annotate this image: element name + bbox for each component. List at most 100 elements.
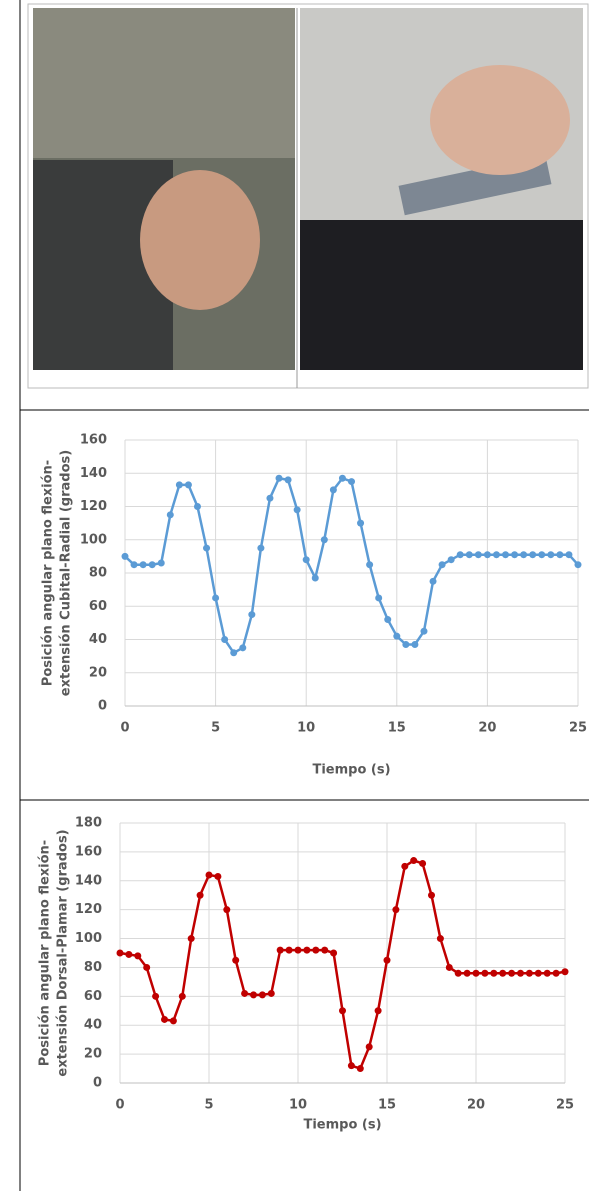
data-point	[428, 891, 435, 899]
data-point	[384, 616, 392, 624]
data-point	[121, 552, 129, 560]
data-point	[184, 481, 192, 489]
data-point	[490, 969, 498, 977]
x-tick-label: 5	[204, 1098, 213, 1113]
data-line	[124, 476, 579, 655]
y-tick-label: 20	[89, 665, 107, 680]
photo-arm	[140, 170, 260, 310]
data-point	[169, 1017, 177, 1025]
data-point	[157, 559, 165, 567]
data-point	[134, 952, 142, 960]
y-tick-label: 60	[84, 989, 102, 1004]
data-point	[552, 969, 560, 977]
data-point	[454, 969, 462, 977]
data-point	[230, 649, 238, 657]
y-axis-label: extensión Dorsal-Plamar (grados)	[56, 829, 71, 1076]
data-point	[429, 577, 437, 585]
y-tick-label: 140	[80, 466, 107, 481]
y-tick-label: 0	[93, 1076, 102, 1091]
data-point	[257, 544, 265, 552]
data-point	[543, 969, 551, 977]
y-tick-label: 160	[80, 433, 107, 448]
data-point	[139, 561, 147, 569]
data-point	[320, 536, 328, 544]
data-point	[499, 969, 507, 977]
x-tick-label: 5	[211, 721, 220, 736]
data-point	[239, 644, 247, 652]
data-point	[241, 989, 249, 997]
x-tick-label: 10	[289, 1098, 307, 1113]
data-point	[196, 891, 204, 899]
data-point	[525, 969, 533, 977]
data-point	[221, 636, 229, 643]
y-tick-label: 0	[98, 699, 107, 714]
data-point	[410, 857, 418, 865]
data-point	[250, 991, 257, 999]
data-point	[116, 949, 124, 957]
data-point	[456, 551, 464, 559]
data-point	[465, 551, 473, 559]
data-point	[356, 1065, 364, 1073]
y-tick-label: 80	[84, 960, 102, 975]
data-point	[347, 1062, 355, 1070]
data-point	[383, 956, 391, 964]
data-point	[303, 946, 311, 954]
data-point	[166, 511, 174, 519]
data-point	[125, 950, 133, 958]
data-point	[436, 935, 444, 943]
x-axis-label: Tiempo (s)	[303, 1118, 381, 1133]
data-point	[203, 544, 211, 552]
y-tick-label: 60	[89, 599, 107, 614]
data-point	[275, 474, 283, 482]
data-point	[565, 551, 573, 559]
data-point	[187, 935, 195, 943]
data-point	[447, 556, 455, 564]
x-tick-label: 25	[569, 721, 587, 736]
data-point	[311, 574, 319, 582]
data-point	[161, 1015, 168, 1023]
data-point	[232, 956, 240, 964]
data-point	[348, 478, 355, 486]
data-point	[293, 506, 301, 514]
y-tick-label: 160	[75, 844, 102, 859]
data-point	[463, 969, 471, 977]
x-tick-label: 0	[115, 1098, 124, 1113]
data-point	[212, 594, 220, 602]
data-point	[392, 906, 400, 914]
data-point	[321, 946, 329, 954]
data-point	[285, 946, 293, 954]
data-point	[214, 872, 222, 880]
data-point	[511, 551, 519, 559]
data-point	[130, 561, 138, 569]
x-tick-label: 10	[297, 721, 315, 736]
y-tick-label: 100	[80, 532, 107, 547]
y-axis-label: Posición angular plano flexión-	[38, 840, 53, 1066]
data-point	[474, 551, 482, 559]
data-point	[556, 551, 564, 559]
data-point	[492, 551, 500, 559]
data-point	[520, 551, 528, 559]
data-point	[472, 969, 480, 977]
data-point	[178, 992, 186, 1000]
data-point	[193, 503, 201, 510]
data-point	[267, 989, 275, 997]
data-point	[374, 1007, 382, 1015]
x-tick-label: 0	[120, 721, 129, 736]
data-line	[119, 859, 566, 1071]
y-tick-label: 40	[84, 1018, 102, 1033]
data-point	[329, 486, 337, 494]
y-axis-label: Posición angular plano flexión-	[41, 460, 56, 686]
data-point	[366, 561, 374, 569]
y-tick-label: 20	[84, 1047, 102, 1062]
data-point	[393, 632, 401, 640]
photo-wall	[33, 8, 295, 158]
data-point	[175, 481, 183, 489]
data-point	[266, 494, 274, 502]
data-point	[339, 1007, 346, 1015]
y-tick-label: 100	[75, 931, 102, 946]
x-tick-label: 20	[478, 721, 496, 736]
data-point	[294, 946, 302, 954]
data-point	[205, 871, 213, 879]
data-point	[411, 640, 419, 648]
data-point	[502, 551, 510, 559]
